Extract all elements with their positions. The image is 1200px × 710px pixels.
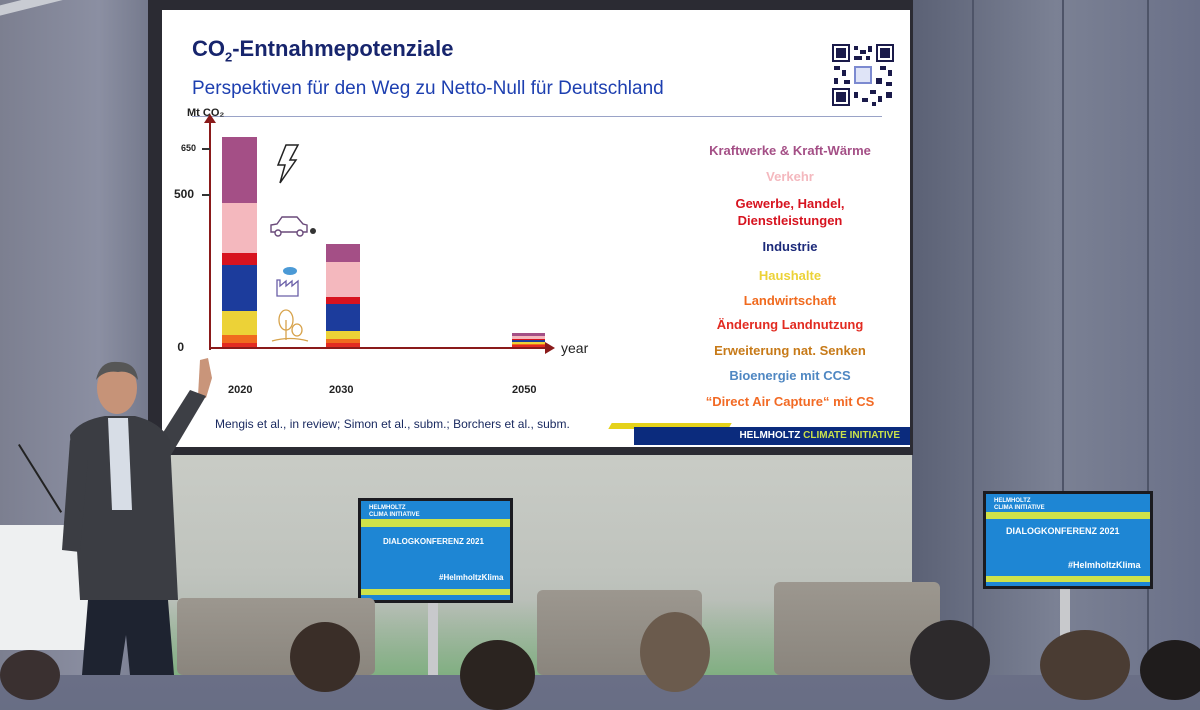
monitor-logo: HELMHOLTZ CLIMA INITIATIVE [369, 505, 420, 518]
legend-item: Erweiterung nat. Senken [714, 343, 866, 358]
bar-segment [222, 311, 257, 335]
x-axis-label: year [561, 340, 589, 356]
monitor-right: HELMHOLTZ CLIMA INITIATIVE DIALOGKONFEREN… [983, 491, 1153, 589]
bar-2030 [326, 244, 360, 347]
monitor-conference: DIALOGKONFERENZ 2021 [1006, 526, 1120, 536]
legend-item: Haushalte [758, 268, 822, 283]
bar-segment [326, 262, 360, 297]
monitor-band [986, 512, 1150, 519]
monitor-band [361, 589, 510, 595]
slide-title: CO2-Entnahmepotenziale [192, 36, 454, 65]
bar-segment [512, 333, 545, 337]
monitor-stand [428, 600, 438, 675]
bar-segment [512, 345, 545, 347]
monitor-conference: DIALOGKONFERENZ 2021 [383, 537, 484, 546]
speaker-person [62, 358, 212, 675]
bar-segment [222, 203, 257, 253]
monitor-logo: HELMHOLTZ CLIMA INITIATIVE [994, 498, 1045, 511]
bar-segment [222, 335, 257, 343]
audience-member [1140, 640, 1200, 700]
bar-segment [326, 296, 360, 305]
y-axis [209, 120, 211, 350]
presentation-slide: CO2-Entnahmepotenziale Perspektiven für … [162, 10, 910, 447]
bar-segment [326, 338, 360, 344]
citation: Mengis et al., in review; Simon et al., … [215, 417, 570, 431]
audience-member [0, 650, 60, 700]
x-axis-arrow [545, 342, 555, 354]
legend-item: Änderung Landnutzung [716, 317, 864, 332]
monitor-hashtag: #HelmholtzKlima [1068, 560, 1141, 570]
bar-segment [512, 338, 545, 341]
bar-segment [222, 342, 257, 347]
y-axis-arrow [204, 114, 216, 123]
bar-segment [512, 336, 545, 339]
bar-segment [222, 252, 257, 265]
y-tick [202, 148, 210, 150]
qr-code-icon [832, 44, 894, 106]
lightning-icon [276, 144, 300, 184]
bar-segment [326, 343, 360, 347]
x-axis [209, 347, 547, 349]
bar-segment [222, 137, 257, 203]
x-tick-label: 2020 [228, 384, 253, 396]
y-tick-label: 650 [180, 143, 196, 153]
bar-segment [512, 340, 545, 343]
audience-member [640, 612, 710, 692]
helmholtz-brand-bar: HELMHOLTZ CLIMATE INITIATIVE [634, 427, 910, 445]
monitor-band [986, 576, 1150, 582]
bar-segment [222, 264, 257, 311]
legend-item: “Direct Air Capture“ mit CS [705, 394, 875, 409]
bar-segment [326, 331, 360, 339]
x-tick-label: 2030 [329, 384, 354, 396]
legend-item: Industrie [762, 239, 818, 254]
audience-member [460, 640, 535, 710]
monitor-stand [1060, 588, 1070, 675]
monitor-band [361, 519, 510, 527]
legend-item: Kraftwerke & Kraft-Wärme [709, 143, 871, 158]
bar-2020 [222, 137, 257, 347]
legend-item: Bioenergie mit CCS [729, 368, 851, 383]
bar-segment [512, 343, 545, 346]
legend-item: Verkehr [766, 169, 814, 184]
y-tick [202, 194, 210, 196]
plant-icon [271, 309, 309, 342]
bar-2050 [512, 333, 545, 347]
bar-segment [326, 244, 360, 263]
audience-member [1040, 630, 1130, 700]
y-tick-label: 500 [173, 187, 194, 201]
monitor-left: HELMHOLTZ CLIMA INITIATIVE DIALOGKONFEREN… [358, 498, 513, 603]
title-rule [192, 116, 882, 117]
y-tick-label: 0 [177, 340, 184, 354]
x-tick-label: 2050 [512, 384, 537, 396]
audience-member [290, 622, 360, 692]
factory-icon [276, 267, 299, 297]
bar-segment [512, 342, 545, 344]
audience-member [910, 620, 990, 700]
legend-item: Landwirtschaft [743, 293, 837, 308]
monitor-hashtag: #HelmholtzKlima [439, 573, 504, 582]
slide-subtitle: Perspektiven für den Weg zu Netto-Null f… [192, 78, 664, 99]
legend-item: Gewerbe, Handel, Dienstleistungen [735, 196, 845, 228]
car-icon [270, 216, 316, 237]
bar-segment [326, 304, 360, 332]
